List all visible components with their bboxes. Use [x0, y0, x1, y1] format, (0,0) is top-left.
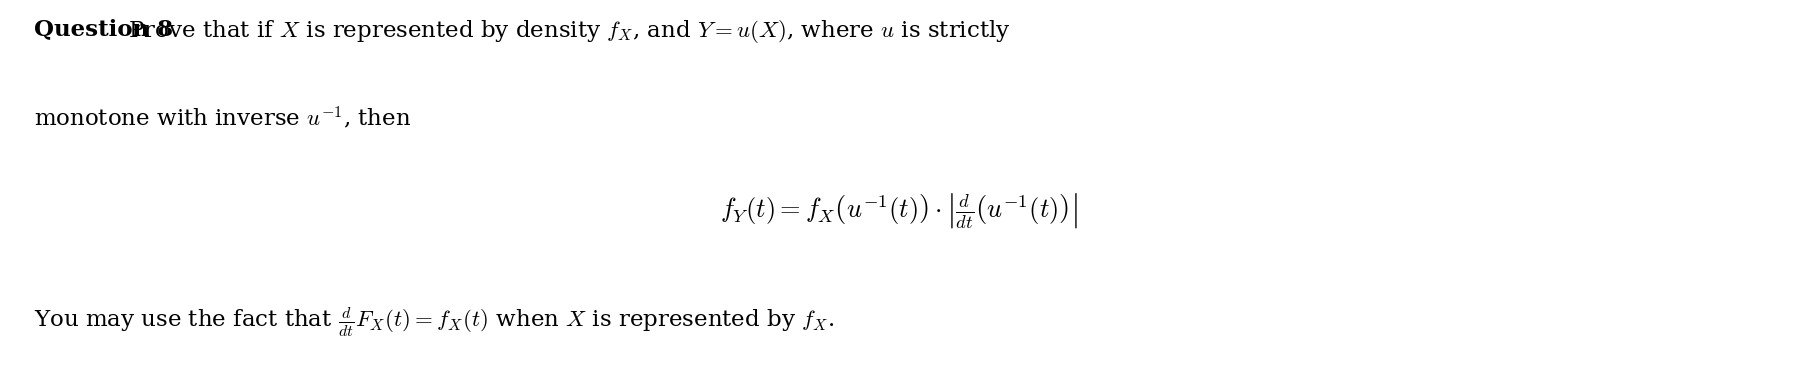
Text: $f_Y(t) = f_X\left(u^{-1}(t)\right) \cdot \left|\frac{d}{dt}\left(u^{-1}(t)\righ: $f_Y(t) = f_X\left(u^{-1}(t)\right) \cdo…	[721, 191, 1077, 231]
Text: You may use the fact that $\frac{d}{dt}F_X(t) = f_X(t)$ when $X$ is represented : You may use the fact that $\frac{d}{dt}F…	[34, 306, 834, 339]
Text: Question 8: Question 8	[34, 18, 173, 40]
Text: Prove that if $X$ is represented by density $f_X$, and $Y = u(X)$, where $u$ is : Prove that if $X$ is represented by dens…	[34, 18, 1010, 45]
Text: monotone with inverse $u^{-1}$, then: monotone with inverse $u^{-1}$, then	[34, 104, 410, 131]
